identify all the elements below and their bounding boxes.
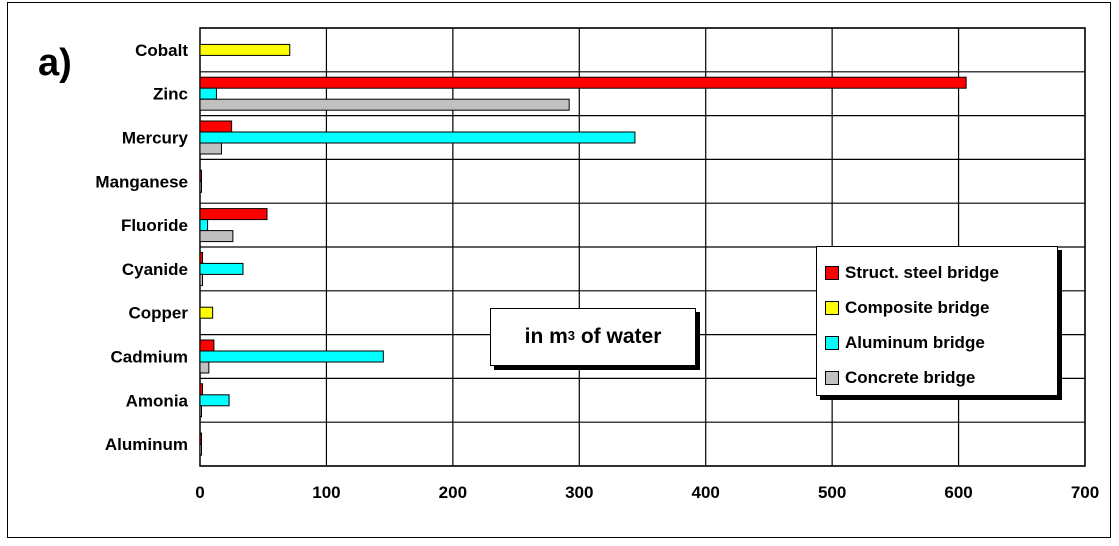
bar <box>199 361 210 374</box>
category-label: Fluoride <box>121 216 188 235</box>
legend-swatch <box>825 300 839 315</box>
bar <box>199 273 204 286</box>
plot-area <box>199 27 1086 467</box>
x-tick-label: 600 <box>944 483 972 502</box>
legend-swatch <box>825 265 839 280</box>
legend-label: Composite bridge <box>845 297 990 317</box>
bar <box>199 219 209 232</box>
bar <box>199 262 244 275</box>
bar <box>199 251 204 264</box>
bar <box>199 87 217 100</box>
bar <box>199 142 222 155</box>
units-note-superscript: 3 <box>567 327 576 343</box>
category-label: Aluminum <box>105 435 188 454</box>
bar <box>199 230 234 243</box>
legend-item: Struct. steel bridge <box>825 255 1057 290</box>
legend-label: Struct. steel bridge <box>845 262 999 282</box>
bar <box>199 98 570 111</box>
chart-frame <box>7 2 1111 538</box>
x-tick-label: 300 <box>565 483 593 502</box>
bar <box>199 443 202 456</box>
legend: Struct. steel bridge Composite bridge Al… <box>816 246 1058 396</box>
category-label: Amonia <box>126 391 189 410</box>
category-label: Cadmium <box>111 348 188 367</box>
bar <box>199 350 384 363</box>
bar <box>199 169 202 182</box>
panel-label: a) <box>38 42 72 84</box>
legend-label: Aluminum bridge <box>845 332 985 352</box>
x-tick-label: 200 <box>439 483 467 502</box>
category-label: Manganese <box>95 172 188 191</box>
legend-swatch <box>825 370 839 385</box>
x-tick-label: 400 <box>692 483 720 502</box>
category-label: Zinc <box>153 85 188 104</box>
legend-label: Concrete bridge <box>845 367 976 387</box>
x-tick-label: 700 <box>1071 483 1099 502</box>
bar <box>199 306 214 319</box>
legend-item: Aluminum bridge <box>825 325 1057 360</box>
bar <box>199 131 636 144</box>
bar <box>199 180 202 193</box>
units-note-prefix: in m <box>524 325 568 348</box>
bar <box>199 43 291 56</box>
x-tick-label: 0 <box>195 483 204 502</box>
legend-item: Composite bridge <box>825 290 1057 325</box>
bar <box>199 383 204 396</box>
category-label: Mercury <box>122 129 189 148</box>
category-label: Cobalt <box>135 41 188 60</box>
bar <box>199 432 202 445</box>
bar <box>199 120 233 133</box>
bar <box>199 405 202 418</box>
bar <box>199 208 268 221</box>
units-note-suffix: of water <box>575 325 662 348</box>
x-tick-label: 500 <box>818 483 846 502</box>
x-tick-label: 100 <box>312 483 340 502</box>
bar <box>199 394 230 407</box>
legend-swatch <box>825 335 839 350</box>
bar <box>199 339 215 352</box>
category-label: Cyanide <box>122 260 188 279</box>
bar <box>199 76 967 89</box>
category-label: Copper <box>129 304 189 323</box>
legend-item: Concrete bridge <box>825 360 1057 395</box>
